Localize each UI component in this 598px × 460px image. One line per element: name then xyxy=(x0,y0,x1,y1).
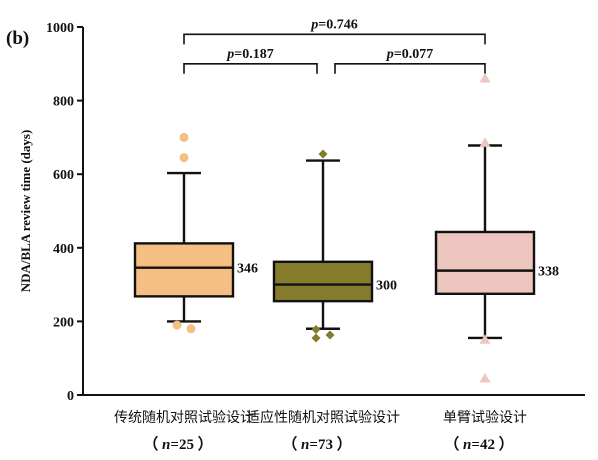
bracket-line xyxy=(334,63,486,74)
outlier-point xyxy=(479,73,491,83)
y-tick-label: 400 xyxy=(53,242,74,257)
y-tick-label: 1000 xyxy=(46,21,74,36)
p-value-label: p=0.187 xyxy=(226,47,273,62)
y-tick-label: 200 xyxy=(53,315,74,330)
outlier-point xyxy=(179,153,189,163)
comparison-bracket: p=0.077 xyxy=(334,47,486,74)
outlier-point xyxy=(179,132,189,142)
bracket-line xyxy=(183,33,486,45)
outlier-point xyxy=(479,137,491,147)
box-group: 300 xyxy=(272,149,397,343)
outlier-point xyxy=(311,324,321,334)
y-tick-label: 600 xyxy=(53,168,74,183)
sample-size-label: （ n=25 ） xyxy=(143,435,212,453)
axes: 0 200 400 600 800 1000 xyxy=(46,21,585,404)
category-label: 传统随机对照试验设计 xyxy=(114,410,254,426)
significance-brackets: p=0.746 p=0.187 p=0.077 xyxy=(183,17,486,74)
comparison-bracket: p=0.746 xyxy=(183,17,486,45)
box-group: 338 xyxy=(434,73,559,383)
p-value-label: p=0.077 xyxy=(386,47,433,62)
median-value-label: 346 xyxy=(237,262,258,277)
panel-label: (b) xyxy=(6,28,29,49)
median-value-label: 338 xyxy=(538,265,559,280)
outlier-point xyxy=(325,330,335,340)
y-tick-label: 800 xyxy=(53,95,74,110)
outlier-point xyxy=(186,324,196,334)
category-label: 单臂试验设计 xyxy=(443,410,527,426)
sample-size-label: （ n=42 ） xyxy=(444,435,513,453)
iqr-box xyxy=(434,230,536,295)
x-axis-labels: 传统随机对照试验设计 （ n=25 ） 适应性随机对照试验设计 （ n=73 ） 单臂试… xyxy=(114,409,527,453)
outlier-point xyxy=(318,149,328,159)
p-value-label: p=0.746 xyxy=(310,17,357,32)
outlier-point xyxy=(479,372,491,383)
box-group: 346 xyxy=(133,132,258,334)
y-axis-title: NDA/BLA review time (days) xyxy=(18,130,33,293)
bracket-line xyxy=(183,63,318,74)
sample-size-label: （ n=73 ） xyxy=(282,435,351,453)
iqr-box xyxy=(272,260,374,303)
y-tick-label: 0 xyxy=(67,389,74,404)
median-value-label: 300 xyxy=(376,279,397,294)
boxes: 346 300 338 xyxy=(133,73,559,383)
category-label: 适应性随机对照试验设计 xyxy=(246,409,400,426)
comparison-bracket: p=0.187 xyxy=(183,47,318,74)
outlier-point xyxy=(172,320,182,330)
iqr-box xyxy=(133,242,235,298)
outlier-point xyxy=(479,334,491,344)
outlier-point xyxy=(311,333,321,343)
